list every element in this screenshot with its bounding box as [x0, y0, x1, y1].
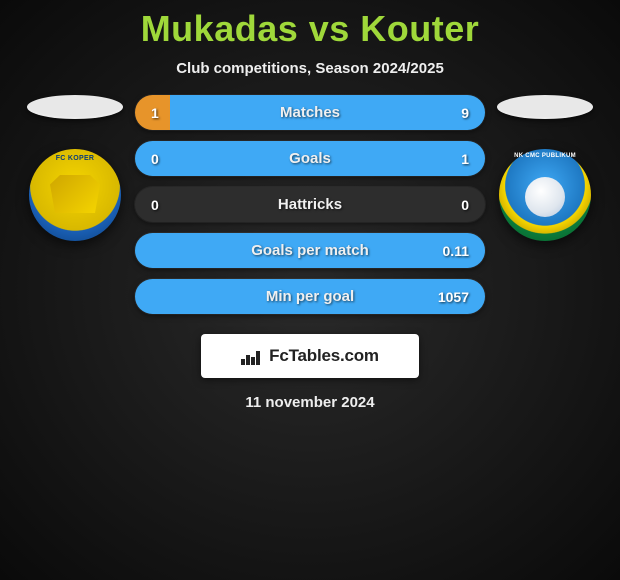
right-side: NK CMC PUBLIKUM	[485, 95, 605, 314]
main-area: FC KOPER 1 Matches 9 0 Goals 1 0 Hattricks 0 Goal…	[0, 95, 620, 314]
stat-label: Matches	[280, 104, 340, 121]
stat-label: Min per goal	[266, 288, 354, 305]
stats-panel: 1 Matches 9 0 Goals 1 0 Hattricks 0 Goals per mat…	[135, 95, 485, 314]
page-title: Mukadas vs Kouter	[141, 8, 480, 50]
stat-row: Min per goal 1057	[135, 279, 485, 314]
stat-label: Goals	[289, 150, 331, 167]
stat-row: 1 Matches 9	[135, 95, 485, 130]
club-crest-left[interactable]: FC KOPER	[29, 149, 121, 241]
crest-right-label: NK CMC PUBLIKUM	[514, 153, 576, 159]
brand-badge[interactable]: FcTables.com	[201, 334, 419, 378]
player-silhouette-left	[27, 95, 123, 119]
stat-value-right: 1	[461, 151, 469, 167]
brand-chart-icon	[241, 347, 263, 365]
stat-value-right: 1057	[438, 289, 469, 305]
stat-value-left: 0	[151, 151, 159, 167]
stat-value-right: 0.11	[443, 243, 469, 259]
stat-value-right: 9	[461, 105, 469, 121]
club-crest-right[interactable]: NK CMC PUBLIKUM	[499, 149, 591, 241]
stat-row: 0 Goals 1	[135, 141, 485, 176]
stat-value-left: 0	[151, 197, 159, 213]
stat-label: Goals per match	[251, 242, 369, 259]
stat-value-right: 0	[461, 197, 469, 213]
player-silhouette-right	[497, 95, 593, 119]
date-label: 11 november 2024	[245, 394, 374, 411]
subtitle: Club competitions, Season 2024/2025	[176, 60, 444, 77]
stat-value-left: 1	[151, 105, 159, 121]
brand-text: FcTables.com	[269, 346, 379, 366]
stat-row: 0 Hattricks 0	[135, 187, 485, 222]
stat-row: Goals per match 0.11	[135, 233, 485, 268]
stat-label: Hattricks	[278, 196, 342, 213]
left-side: FC KOPER	[15, 95, 135, 314]
crest-left-label: FC KOPER	[56, 155, 95, 162]
comparison-card: Mukadas vs Kouter Club competitions, Sea…	[0, 0, 620, 411]
